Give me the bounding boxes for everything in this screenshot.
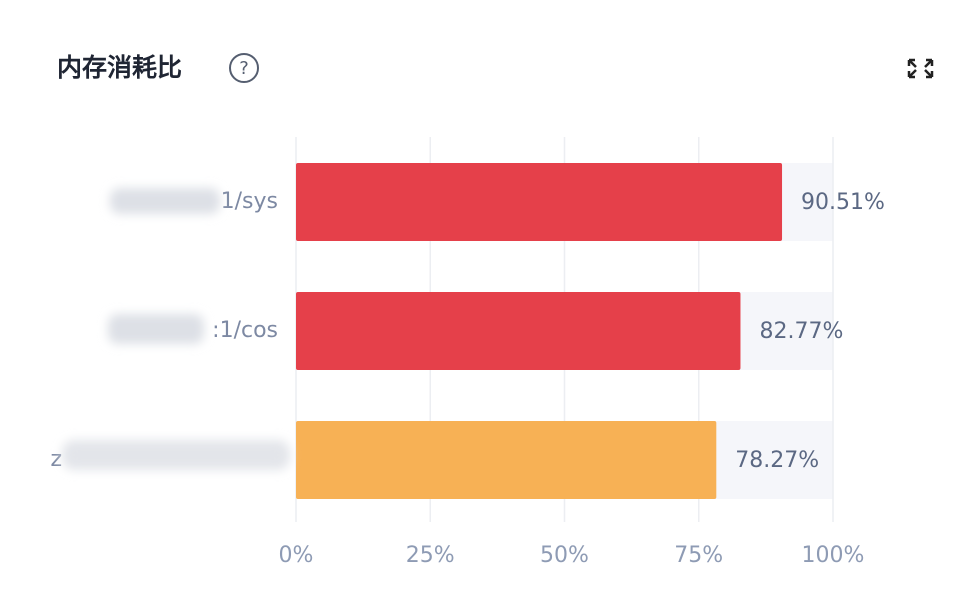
x-tick-label: 50% <box>540 543 589 568</box>
x-tick-label: 75% <box>674 543 723 568</box>
label-mask <box>62 188 290 470</box>
y-tick-label: z <box>50 447 62 472</box>
y-tick-label: 1/sys <box>221 189 278 214</box>
bar <box>296 163 783 241</box>
x-tick-label: 25% <box>406 543 455 568</box>
bar <box>296 421 717 499</box>
fullscreen-icon[interactable] <box>907 58 934 79</box>
svg-text:?: ? <box>239 58 249 79</box>
value-label: 78.27% <box>735 448 819 473</box>
value-label: 90.51% <box>801 190 885 215</box>
x-tick-label: 0% <box>279 543 314 568</box>
x-tick-label: 100% <box>802 543 865 568</box>
bar <box>296 292 741 370</box>
chart-title: 内存消耗比 <box>57 53 182 82</box>
help-icon[interactable]: ? <box>229 53 259 83</box>
value-label: 82.77% <box>759 319 843 344</box>
y-tick-label: :1/cos <box>212 318 278 343</box>
